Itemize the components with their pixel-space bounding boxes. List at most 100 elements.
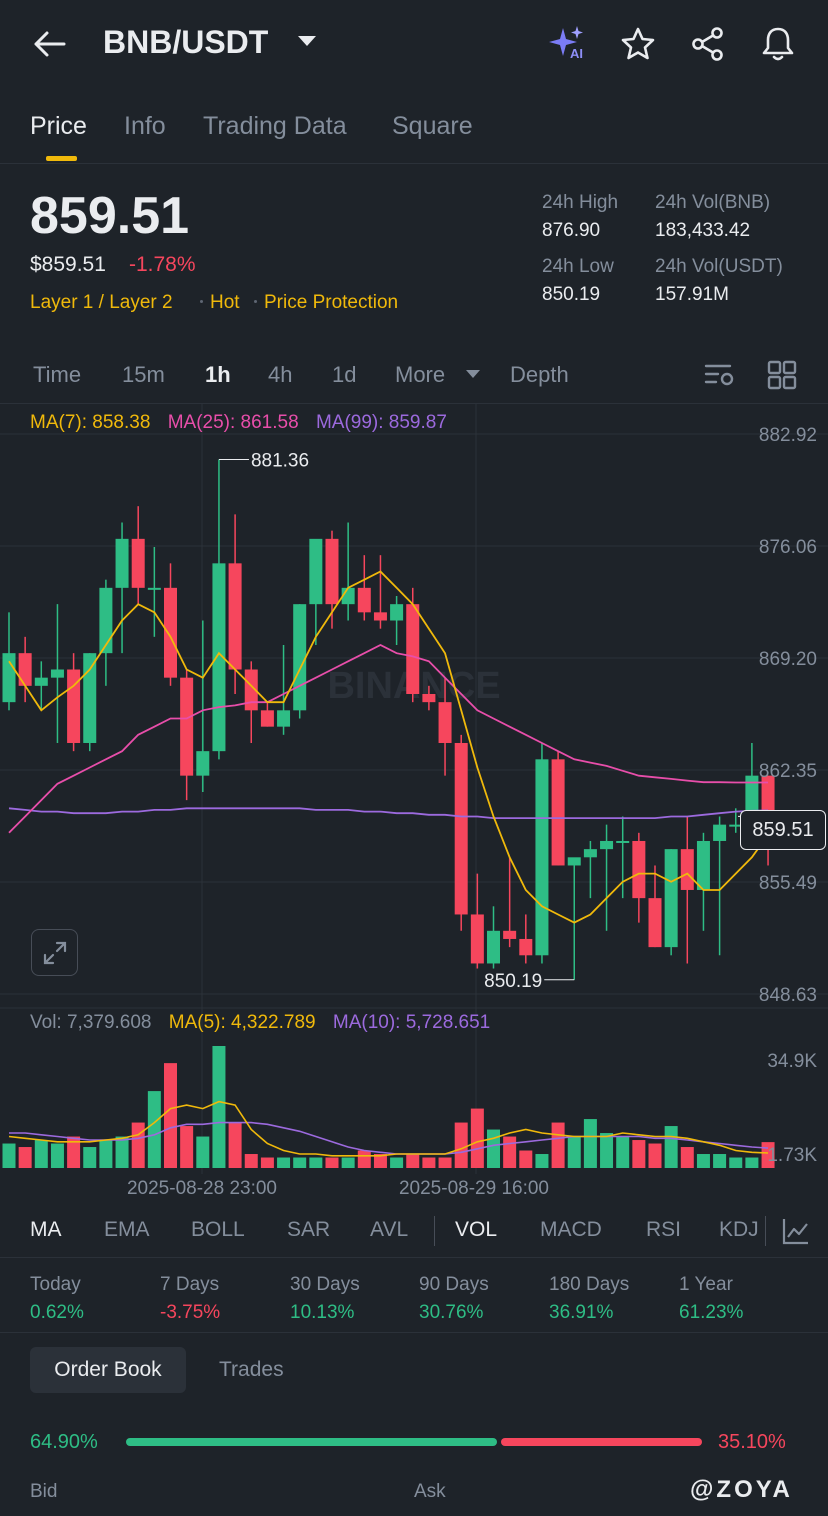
volume-bar <box>470 1108 484 1168</box>
candle-body <box>309 538 323 605</box>
share-icon[interactable] <box>686 22 730 66</box>
tag-price-protection[interactable]: Price Protection <box>264 292 399 313</box>
volume-bar <box>406 1154 420 1168</box>
candle-body <box>680 849 694 890</box>
candle-body <box>616 840 630 843</box>
header: BNB/USDT AI <box>0 0 828 90</box>
interval-more[interactable]: More <box>395 362 446 387</box>
interval-15m[interactable]: 15m <box>122 362 165 387</box>
vol-ma10-legend: MA(10): 5,728.651 <box>332 1012 491 1033</box>
vol-min-label: 1.73K <box>767 1145 817 1166</box>
candle-body <box>438 702 452 743</box>
interval-4h[interactable]: 4h <box>268 362 293 387</box>
candle-body <box>293 604 307 711</box>
vol-base-value: 183,433.42 <box>655 220 751 241</box>
tab-square[interactable]: Square <box>392 112 473 140</box>
indicator-ema[interactable]: EMA <box>104 1218 150 1241</box>
ask-column-label: Ask <box>414 1481 446 1502</box>
ai-badge: AI <box>570 46 583 61</box>
volume-bar <box>745 1157 759 1168</box>
candle-body <box>648 898 662 948</box>
candle-body <box>34 677 48 686</box>
high-value: 876.90 <box>542 220 601 241</box>
candle-body <box>212 563 226 752</box>
volume-bar <box>18 1147 32 1168</box>
volume-bar <box>632 1140 646 1168</box>
bid-ratio-bar <box>126 1438 497 1446</box>
indicator-ma[interactable]: MA <box>30 1218 62 1241</box>
ma-legend: MA(7): 858.38 MA(25): 861.58 MA(99): 859… <box>30 412 459 434</box>
ma99-legend: MA(99): 859.87 <box>315 412 447 433</box>
indicator-vol[interactable]: VOL <box>455 1218 498 1241</box>
x-axis-label: 2025-08-28 23:00 <box>127 1178 277 1199</box>
layout-grid-icon[interactable] <box>767 360 797 395</box>
indicator-divider <box>434 1216 435 1246</box>
indicator-sar[interactable]: SAR <box>287 1218 331 1241</box>
volume-bar <box>196 1136 210 1168</box>
interval-1d[interactable]: 1d <box>332 362 357 387</box>
candle-body <box>503 930 517 939</box>
interval-1h[interactable]: 1h <box>205 362 231 387</box>
volume-bar <box>244 1154 258 1168</box>
volume-bar <box>519 1150 533 1168</box>
tag-hot[interactable]: Hot <box>210 292 240 313</box>
indicator-macd[interactable]: MACD <box>540 1218 602 1241</box>
star-icon[interactable] <box>616 22 660 66</box>
volume-bar <box>616 1136 630 1168</box>
ma25-line <box>8 643 769 834</box>
y-axis-label: 882.92 <box>759 425 817 446</box>
perf-value-7d: -3.75% <box>160 1302 221 1323</box>
indicator-kdj[interactable]: KDJ <box>719 1218 759 1241</box>
candle-body <box>551 759 565 866</box>
tab-order-book[interactable]: Order Book <box>30 1347 186 1393</box>
pair-dropdown-caret-icon[interactable] <box>298 36 316 46</box>
current-price-tag: 859.51 <box>740 810 826 850</box>
ai-sparkle-icon[interactable]: AI <box>546 22 590 66</box>
low-value: 850.19 <box>542 284 601 305</box>
interval-bar: Time 15m 1h 4h 1d More Depth <box>0 350 828 404</box>
tag-separator <box>254 300 257 303</box>
tab-trading-data[interactable]: Trading Data <box>203 112 347 140</box>
candle-body <box>50 669 64 678</box>
more-caret-icon[interactable] <box>466 370 480 378</box>
x-axis-label: 2025-08-29 16:00 <box>399 1178 549 1199</box>
page-tabs: Price Info Trading Data Square <box>0 100 828 164</box>
volume-bar <box>390 1157 404 1168</box>
bell-icon[interactable] <box>756 22 800 66</box>
pair-title[interactable]: BNB/USDT <box>103 24 269 60</box>
perf-value-180d: 36.91% <box>549 1302 614 1323</box>
tab-trades[interactable]: Trades <box>219 1358 284 1381</box>
indicator-rsi[interactable]: RSI <box>646 1218 682 1241</box>
chart-settings-icon[interactable] <box>704 362 736 393</box>
candle-body <box>325 538 339 605</box>
volume-bar <box>34 1140 48 1168</box>
volume-bar <box>551 1122 565 1168</box>
bid-percent: 64.90% <box>30 1431 98 1453</box>
tab-price[interactable]: Price <box>30 112 87 140</box>
tab-info[interactable]: Info <box>124 112 166 140</box>
volume-bar <box>147 1091 161 1168</box>
volume-bar <box>180 1126 194 1168</box>
indicator-boll[interactable]: BOLL <box>191 1218 245 1241</box>
candle-body <box>729 824 743 827</box>
expand-chart-icon[interactable] <box>31 929 78 976</box>
interval-depth[interactable]: Depth <box>510 362 569 387</box>
volume-bar <box>535 1154 549 1168</box>
vol-ma5-line <box>8 1100 769 1157</box>
y-axis-label: 862.35 <box>759 761 817 782</box>
candle-body <box>454 742 468 915</box>
back-arrow-icon[interactable] <box>28 22 72 66</box>
candle-body <box>373 612 387 621</box>
candle-body <box>131 538 145 588</box>
volume-bar <box>131 1122 145 1168</box>
y-axis-label: 848.63 <box>759 985 817 1006</box>
interval-time[interactable]: Time <box>33 362 82 387</box>
tag-layer[interactable]: Layer 1 / Layer 2 <box>30 292 173 313</box>
indicator-settings-icon[interactable] <box>781 1216 811 1251</box>
low-label: 24h Low <box>542 256 614 277</box>
candle-body <box>519 938 533 956</box>
candle-body <box>470 914 484 964</box>
indicator-avl[interactable]: AVL <box>370 1218 409 1241</box>
candle-body <box>260 710 274 727</box>
